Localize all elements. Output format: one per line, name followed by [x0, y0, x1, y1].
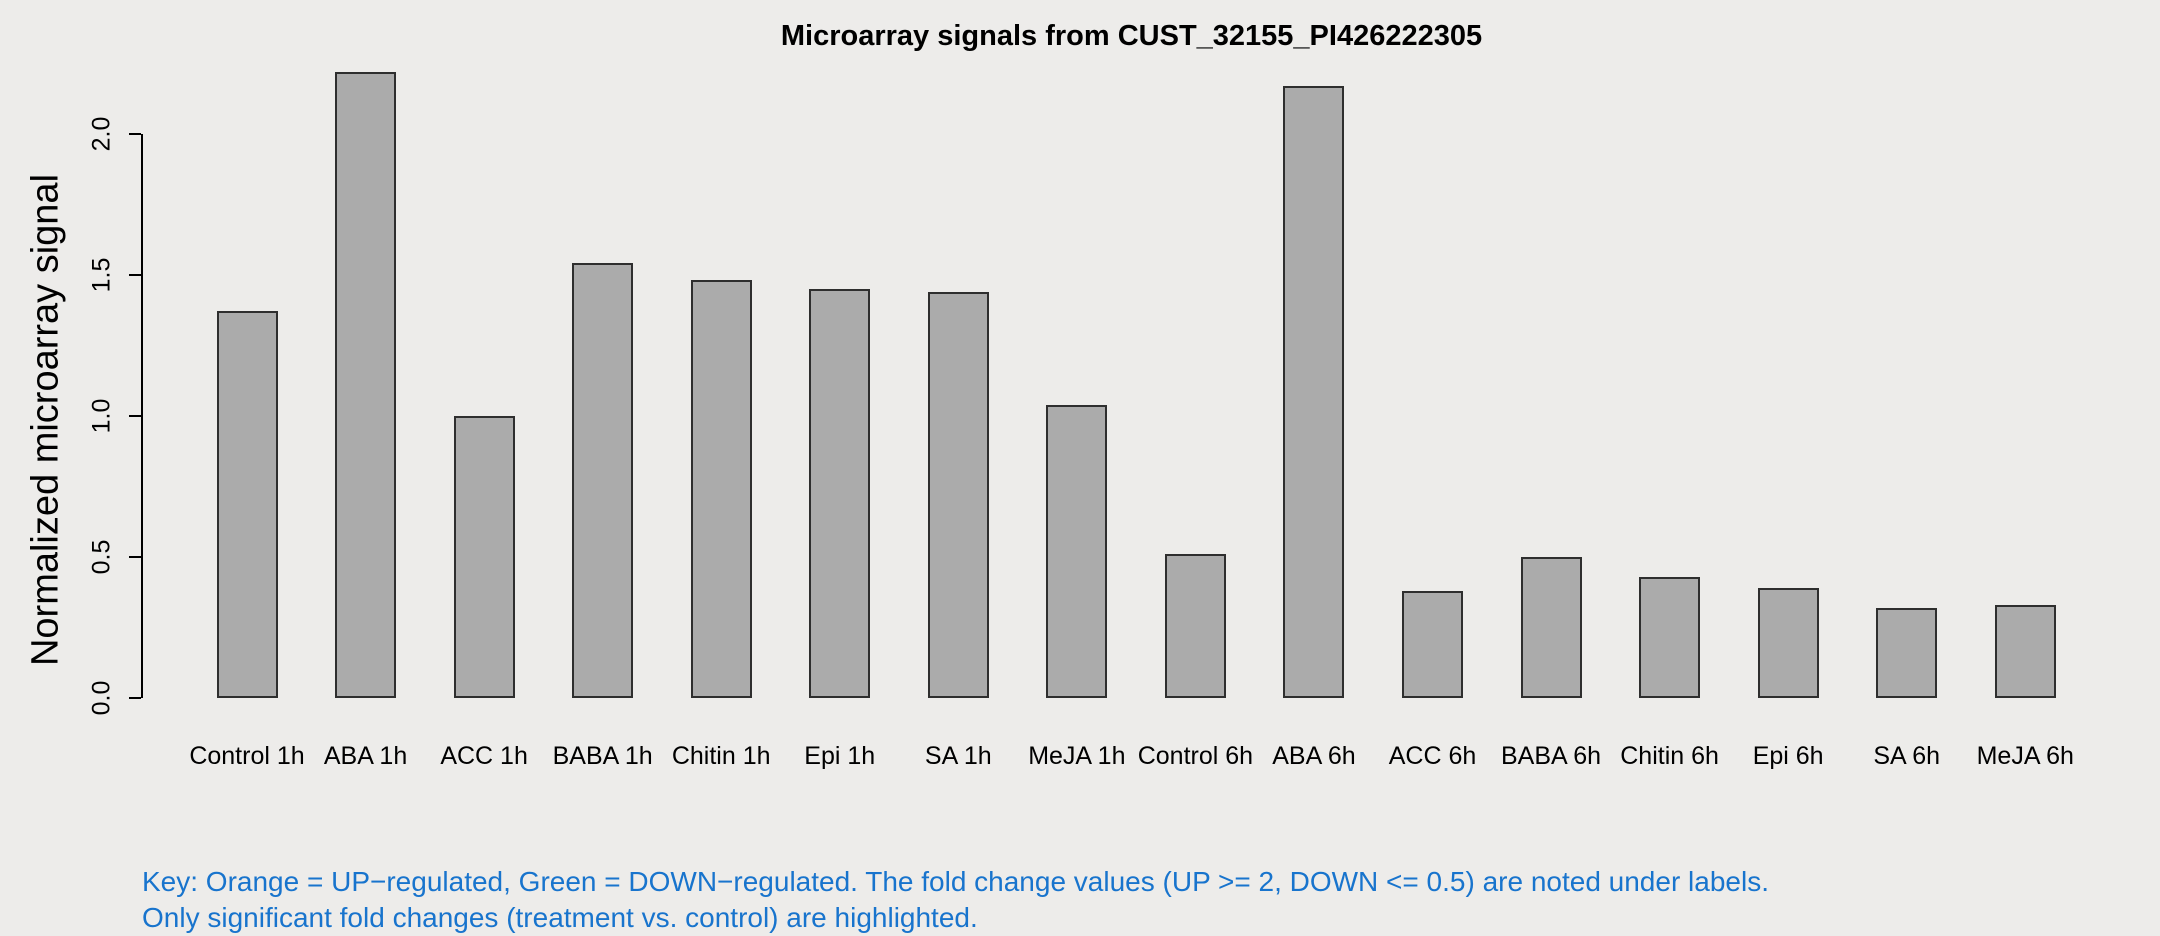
- x-axis-label: Control 1h: [189, 742, 305, 770]
- y-axis-tick-label: 1.5: [87, 257, 116, 293]
- y-axis-tick: [129, 132, 141, 135]
- bar-aba-6h: [1283, 85, 1345, 698]
- x-axis-label: MeJA 1h: [1028, 742, 1126, 770]
- bar-meja-1h: [1046, 404, 1108, 698]
- y-axis-tick: [129, 555, 141, 558]
- x-axis-label: BABA 1h: [552, 742, 653, 770]
- bar-baba-6h: [1520, 556, 1582, 698]
- bar-acc-6h: [1402, 590, 1463, 698]
- y-axis-tick: [129, 697, 141, 699]
- x-axis-label: ACC 1h: [440, 742, 528, 770]
- x-axis-label: Control 6h: [1137, 742, 1254, 770]
- x-axis-label: ACC 6h: [1388, 742, 1477, 770]
- x-axis-label: ABA 6h: [1272, 742, 1356, 770]
- y-axis-tick-label: 0.5: [87, 539, 116, 575]
- y-axis-tick-label: 0.0: [87, 680, 116, 716]
- x-axis-label: Chitin 1h: [671, 742, 771, 770]
- bar-acc-1h: [453, 415, 515, 698]
- x-axis-label: MeJA 6h: [1976, 742, 2074, 770]
- x-axis-label: Chitin 6h: [1620, 742, 1719, 770]
- bar-epi-6h: [1757, 587, 1819, 698]
- bar-sa-6h: [1876, 607, 1938, 698]
- x-axis-label: ABA 1h: [323, 742, 408, 770]
- bar-chitin-1h: [690, 280, 752, 698]
- bar-control-1h: [216, 311, 278, 698]
- bar-control-6h: [1164, 554, 1226, 698]
- bar-aba-1h: [335, 71, 397, 698]
- bar-sa-1h: [927, 291, 989, 698]
- y-axis-label: Normalized microarray signal: [24, 173, 67, 667]
- bar-meja-6h: [1994, 604, 2056, 698]
- x-axis-label: Epi 6h: [1752, 742, 1824, 770]
- y-axis-tick: [129, 414, 141, 417]
- bar-chitin-6h: [1639, 576, 1701, 698]
- bar-baba-1h: [572, 263, 634, 698]
- y-axis-tick: [129, 273, 141, 276]
- key-note-line-1: Key: Orange = UP−regulated, Green = DOWN…: [142, 866, 1769, 897]
- y-axis-tick-label: 1.0: [87, 398, 116, 434]
- key-note-line-2: Only significant fold changes (treatment…: [142, 902, 978, 933]
- chart-title: Microarray signals from CUST_32155_PI426…: [780, 20, 1483, 52]
- y-axis-line: [141, 133, 143, 698]
- y-axis-tick-label: 2.0: [87, 116, 116, 151]
- x-axis-label: BABA 6h: [1501, 742, 1602, 770]
- x-axis-label: SA 1h: [924, 742, 992, 770]
- x-axis-label: Epi 1h: [804, 742, 876, 770]
- bar-epi-1h: [809, 288, 871, 698]
- x-axis-label: SA 6h: [1873, 742, 1941, 770]
- key-note: Key: Orange = UP−regulated, Green = DOWN…: [142, 864, 1769, 936]
